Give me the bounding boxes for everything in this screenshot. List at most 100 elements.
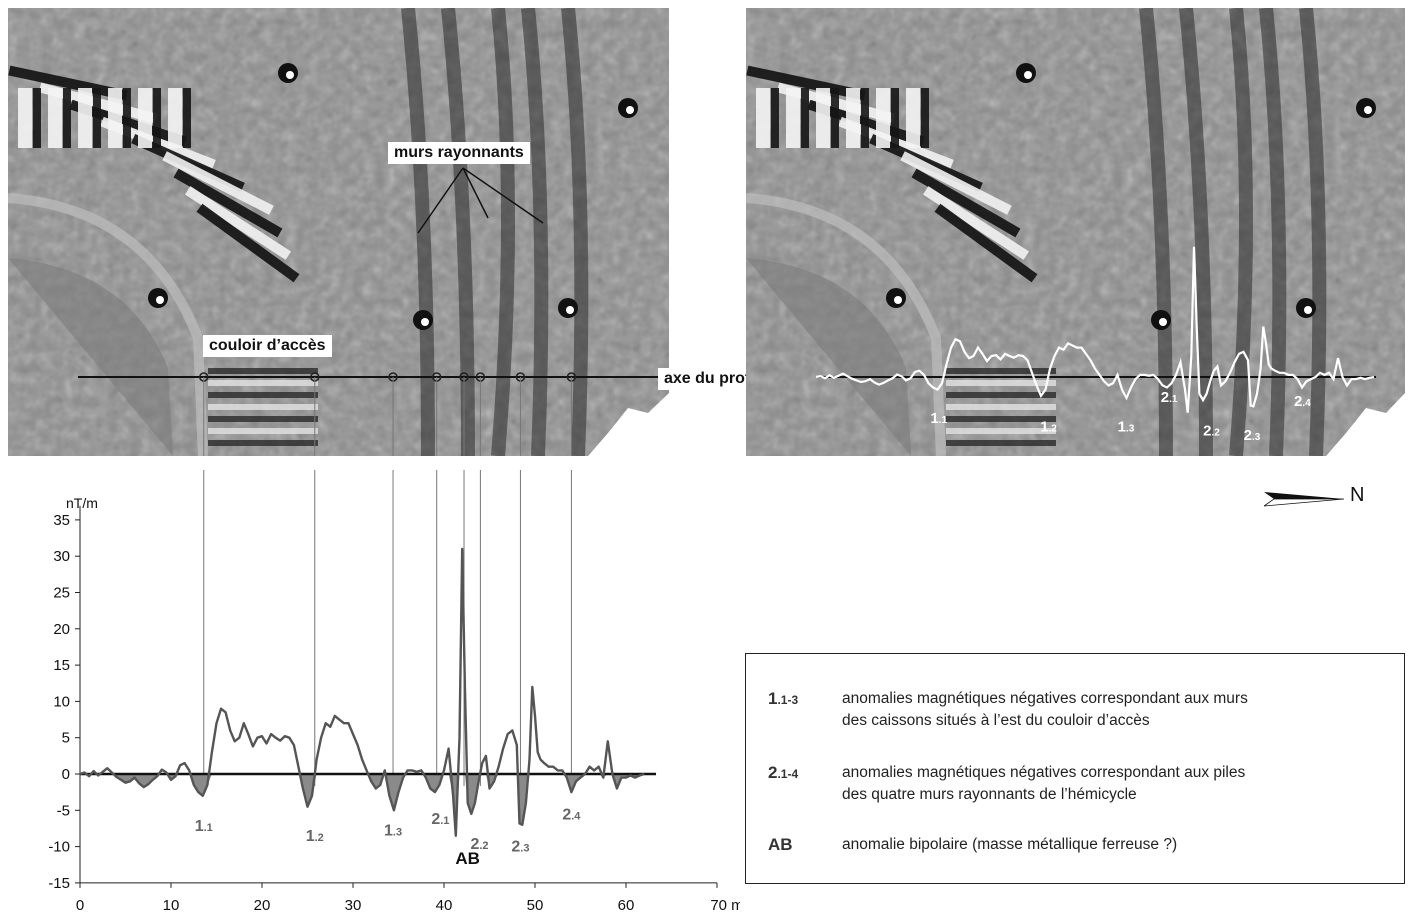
y-tick-label: 30 — [53, 548, 70, 565]
label-couloir-acces: couloir d’accès — [203, 335, 332, 357]
caisson-wall — [801, 88, 809, 148]
corridor-stripe — [208, 416, 318, 422]
caisson-block — [846, 88, 860, 148]
magnetic-dipole-core — [894, 296, 902, 304]
corridor-stripe — [208, 380, 318, 386]
corridor-stripe — [946, 380, 1056, 386]
caisson-wall — [921, 88, 929, 148]
corridor-stripe — [208, 440, 318, 446]
caisson-wall — [33, 88, 41, 148]
caisson-block — [168, 88, 182, 148]
legend-text: anomalies magnétiques négatives correspo… — [842, 690, 1248, 729]
corridor-stripe — [208, 428, 318, 434]
magnetic-dipole-core — [1159, 318, 1167, 326]
radiating-wall — [1259, 8, 1287, 456]
magnetic-map-left: murs rayonnants couloir d’accès — [8, 8, 669, 456]
x-tick-label: 60 — [618, 897, 635, 914]
caisson-stripe — [911, 168, 1021, 238]
magnetic-dipole-core — [156, 296, 164, 304]
corridor-stripe — [208, 392, 318, 398]
caisson-block — [48, 88, 62, 148]
caisson-wall — [183, 88, 191, 148]
x-tick-label: 20 — [254, 897, 271, 914]
overlay-anomaly-label: 1.1 — [930, 410, 947, 427]
y-tick-label: 20 — [53, 621, 70, 638]
y-tick-label: 0 — [62, 766, 70, 783]
anomaly-label: 2.4 — [562, 806, 581, 823]
caisson-wall — [123, 88, 131, 148]
x-tick-label: 10 — [163, 897, 180, 914]
magnetic-dipole-core — [566, 306, 574, 314]
anomaly-label: 2.1 — [431, 811, 449, 828]
legend-box: 1.1-3 anomalies magnétiques négatives co… — [745, 653, 1405, 884]
corridor-stripe — [208, 368, 318, 374]
caisson-stripe — [184, 186, 292, 260]
profile-line — [79, 547, 645, 837]
magnetic-dipole-core — [1024, 71, 1032, 79]
overlay-anomaly-label: 2.4 — [1294, 393, 1311, 410]
overlay-anomaly-label: 1.3 — [1118, 418, 1135, 435]
caisson-stripe — [173, 168, 283, 238]
label-axe-du-profil: axe du profil — [658, 368, 766, 390]
radiating-wall — [1299, 8, 1327, 456]
north-arrow-icon — [1264, 492, 1345, 507]
y-tick-label: -5 — [57, 802, 70, 819]
corridor-stripe — [946, 428, 1056, 434]
overlay-anomaly-label: 2.1 — [1161, 389, 1178, 406]
hemicycle-inner — [8, 258, 173, 456]
corridor-stripe — [946, 440, 1056, 446]
caisson-wall — [771, 88, 779, 148]
magnetic-dipole-core — [1304, 306, 1312, 314]
corridor-stripe — [946, 416, 1056, 422]
caisson-stripe — [900, 151, 1012, 215]
legend-key: AB — [768, 835, 793, 854]
y-tick-label: 15 — [53, 657, 70, 674]
radiating-wall — [401, 8, 435, 456]
y-tick-label: 10 — [53, 693, 70, 710]
magnetic-map-right: 1.1 1.2 1.3 2.1 2.2 2.3 2.4 — [746, 8, 1405, 456]
radiating-wall — [491, 8, 515, 456]
corridor-stripe — [946, 368, 1056, 374]
radiating-wall — [1139, 8, 1173, 456]
magnetic-map-image — [8, 8, 669, 456]
radiating-wall — [521, 8, 549, 456]
caisson-stripe — [922, 186, 1030, 260]
legend-key: 2.1-4 — [768, 763, 799, 782]
caisson-block — [816, 88, 830, 148]
pointer-line — [462, 167, 544, 224]
caisson-wall — [891, 88, 899, 148]
y-tick-label: 5 — [62, 730, 70, 747]
y-tick-label: -15 — [48, 875, 70, 892]
corridor-stripe — [946, 392, 1056, 398]
caisson-wall — [861, 88, 869, 148]
caisson-stripe — [196, 203, 300, 283]
magnetic-dipole-core — [626, 106, 634, 114]
x-tick-label: 40 — [436, 897, 453, 914]
magnetic-dipole-core — [1364, 106, 1372, 114]
overlay-anomaly-label: 2.3 — [1244, 427, 1261, 444]
radiating-wall — [1229, 8, 1253, 456]
caisson-wall — [831, 88, 839, 148]
hemicycle-arc — [746, 193, 946, 456]
caisson-block — [786, 88, 800, 148]
caisson-wall — [153, 88, 161, 148]
caisson-block — [876, 88, 890, 148]
x-tick-label: 70 m — [710, 897, 740, 914]
caisson-block — [756, 88, 770, 148]
pointer-line — [462, 167, 489, 219]
north-label: N — [1350, 484, 1365, 506]
caisson-stripe — [934, 203, 1038, 283]
caisson-stripe — [162, 151, 274, 215]
anomaly-label: 1.2 — [306, 828, 324, 845]
profile-chart: -15 -10 -5 0 5 10 15 20 25 30 35 0 10 20 30 40 50 60 70 m n… — [48, 470, 740, 914]
y-tick-label: 35 — [53, 512, 70, 529]
overlay-anomaly-label: 2.2 — [1203, 423, 1220, 440]
caisson-block — [108, 88, 122, 148]
anomaly-label: 1.3 — [384, 822, 402, 839]
anomaly-label: 1.1 — [195, 818, 213, 835]
x-tick-label: 50 — [527, 897, 544, 914]
caisson-block — [78, 88, 92, 148]
overlay-anomaly-label: 1.2 — [1040, 418, 1057, 435]
x-tick-label: 30 — [345, 897, 362, 914]
corridor-stripe — [946, 404, 1056, 410]
